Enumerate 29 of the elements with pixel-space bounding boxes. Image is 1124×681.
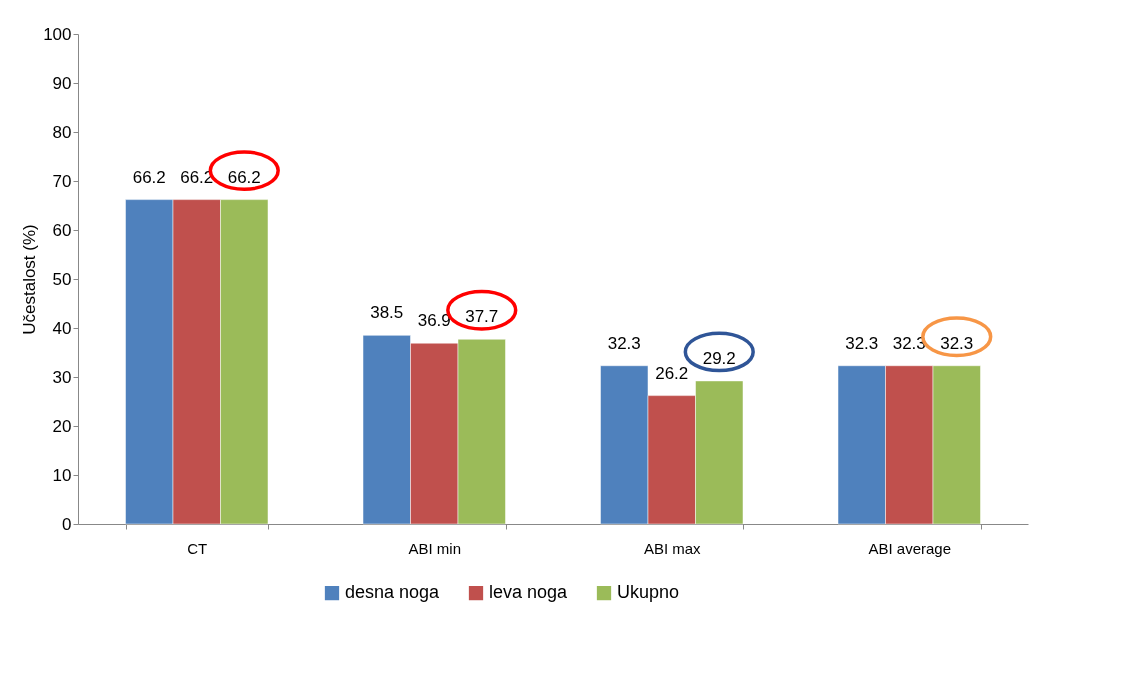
y-tick-label: 90 bbox=[52, 73, 72, 93]
data-label: 26.2 bbox=[655, 363, 689, 383]
y-tick-label: 20 bbox=[52, 416, 72, 436]
y-tick-label: 30 bbox=[52, 367, 72, 387]
data-label: 32.3 bbox=[607, 333, 641, 353]
legend-label: desna noga bbox=[345, 582, 441, 603]
data-label: 66.2 bbox=[132, 167, 166, 187]
x-tick-label: ABI min bbox=[408, 539, 462, 557]
y-tick-label: 60 bbox=[52, 220, 72, 240]
data-label: 32.3 bbox=[940, 333, 974, 353]
y-tick-label: 10 bbox=[52, 465, 72, 485]
legend-label: Ukupno bbox=[617, 582, 680, 603]
x-tick-label: ABI max bbox=[643, 539, 702, 557]
data-label: 66.2 bbox=[227, 167, 261, 187]
y-tick-label: 80 bbox=[52, 122, 72, 142]
data-label: 32.3 bbox=[845, 333, 879, 353]
data-label: 38.5 bbox=[370, 303, 404, 323]
y-tick-label: 50 bbox=[52, 269, 72, 289]
y-axis-title: Učestalost (%) bbox=[20, 224, 40, 335]
data-label: 37.7 bbox=[465, 307, 499, 327]
legend-label: leva noga bbox=[489, 582, 569, 603]
x-tick-label: ABI average bbox=[868, 539, 952, 557]
y-tick-label: 0 bbox=[62, 514, 72, 534]
data-label: 29.2 bbox=[702, 348, 736, 368]
y-tick-label: 100 bbox=[43, 24, 72, 44]
y-tick-label: 40 bbox=[52, 318, 72, 338]
data-label: 36.9 bbox=[417, 311, 451, 331]
x-tick-label: CT bbox=[187, 539, 208, 557]
y-tick-label: 70 bbox=[52, 171, 72, 191]
